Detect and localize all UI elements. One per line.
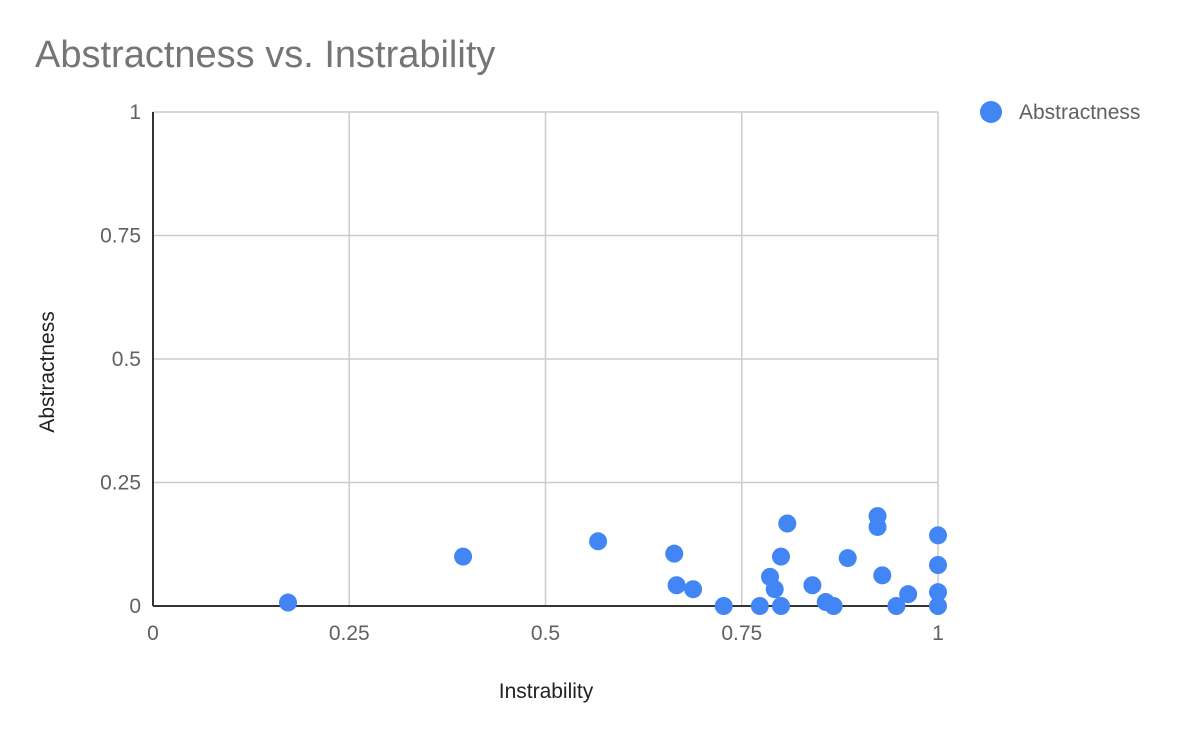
x-axis-label: Instrability: [499, 680, 594, 703]
data-point[interactable]: [825, 597, 843, 615]
legend[interactable]: Abstractness: [980, 101, 1140, 124]
x-tick-label: 0.75: [721, 622, 762, 645]
y-axis-label: Abstractness: [36, 311, 59, 432]
data-point[interactable]: [929, 526, 947, 544]
data-point[interactable]: [803, 576, 821, 594]
data-point[interactable]: [772, 597, 790, 615]
x-tick-label: 0: [147, 622, 159, 645]
data-point[interactable]: [929, 597, 947, 615]
data-points: [279, 507, 947, 615]
data-point[interactable]: [665, 545, 683, 563]
data-point[interactable]: [454, 548, 472, 566]
y-tick-label: 0.25: [100, 472, 141, 495]
data-point[interactable]: [751, 597, 769, 615]
data-point[interactable]: [668, 576, 686, 594]
data-point[interactable]: [766, 580, 784, 598]
y-tick-label: 0.75: [100, 225, 141, 248]
y-tick-labels: 0 0.25 0.5 0.75 1: [100, 101, 141, 618]
data-point[interactable]: [589, 532, 607, 550]
gridlines: [153, 112, 938, 606]
x-tick-label: 0.25: [329, 622, 370, 645]
data-point[interactable]: [873, 566, 891, 584]
y-tick-label: 1: [129, 101, 141, 124]
data-point[interactable]: [715, 597, 733, 615]
y-tick-label: 0: [129, 595, 141, 618]
data-point[interactable]: [839, 549, 857, 567]
data-point[interactable]: [899, 585, 917, 603]
data-point[interactable]: [279, 594, 297, 612]
data-point[interactable]: [869, 518, 887, 536]
data-point[interactable]: [929, 556, 947, 574]
legend-marker-icon: [980, 101, 1002, 123]
legend-label: Abstractness: [1019, 101, 1140, 124]
y-tick-label: 0.5: [112, 348, 141, 371]
data-point[interactable]: [684, 580, 702, 598]
data-point[interactable]: [772, 548, 790, 566]
x-tick-labels: 0 0.25 0.5 0.75 1: [147, 622, 944, 645]
chart-title: Abstractness vs. Instrability: [35, 34, 495, 76]
x-tick-label: 1: [932, 622, 944, 645]
x-tick-label: 0.5: [531, 622, 560, 645]
data-point[interactable]: [778, 515, 796, 533]
